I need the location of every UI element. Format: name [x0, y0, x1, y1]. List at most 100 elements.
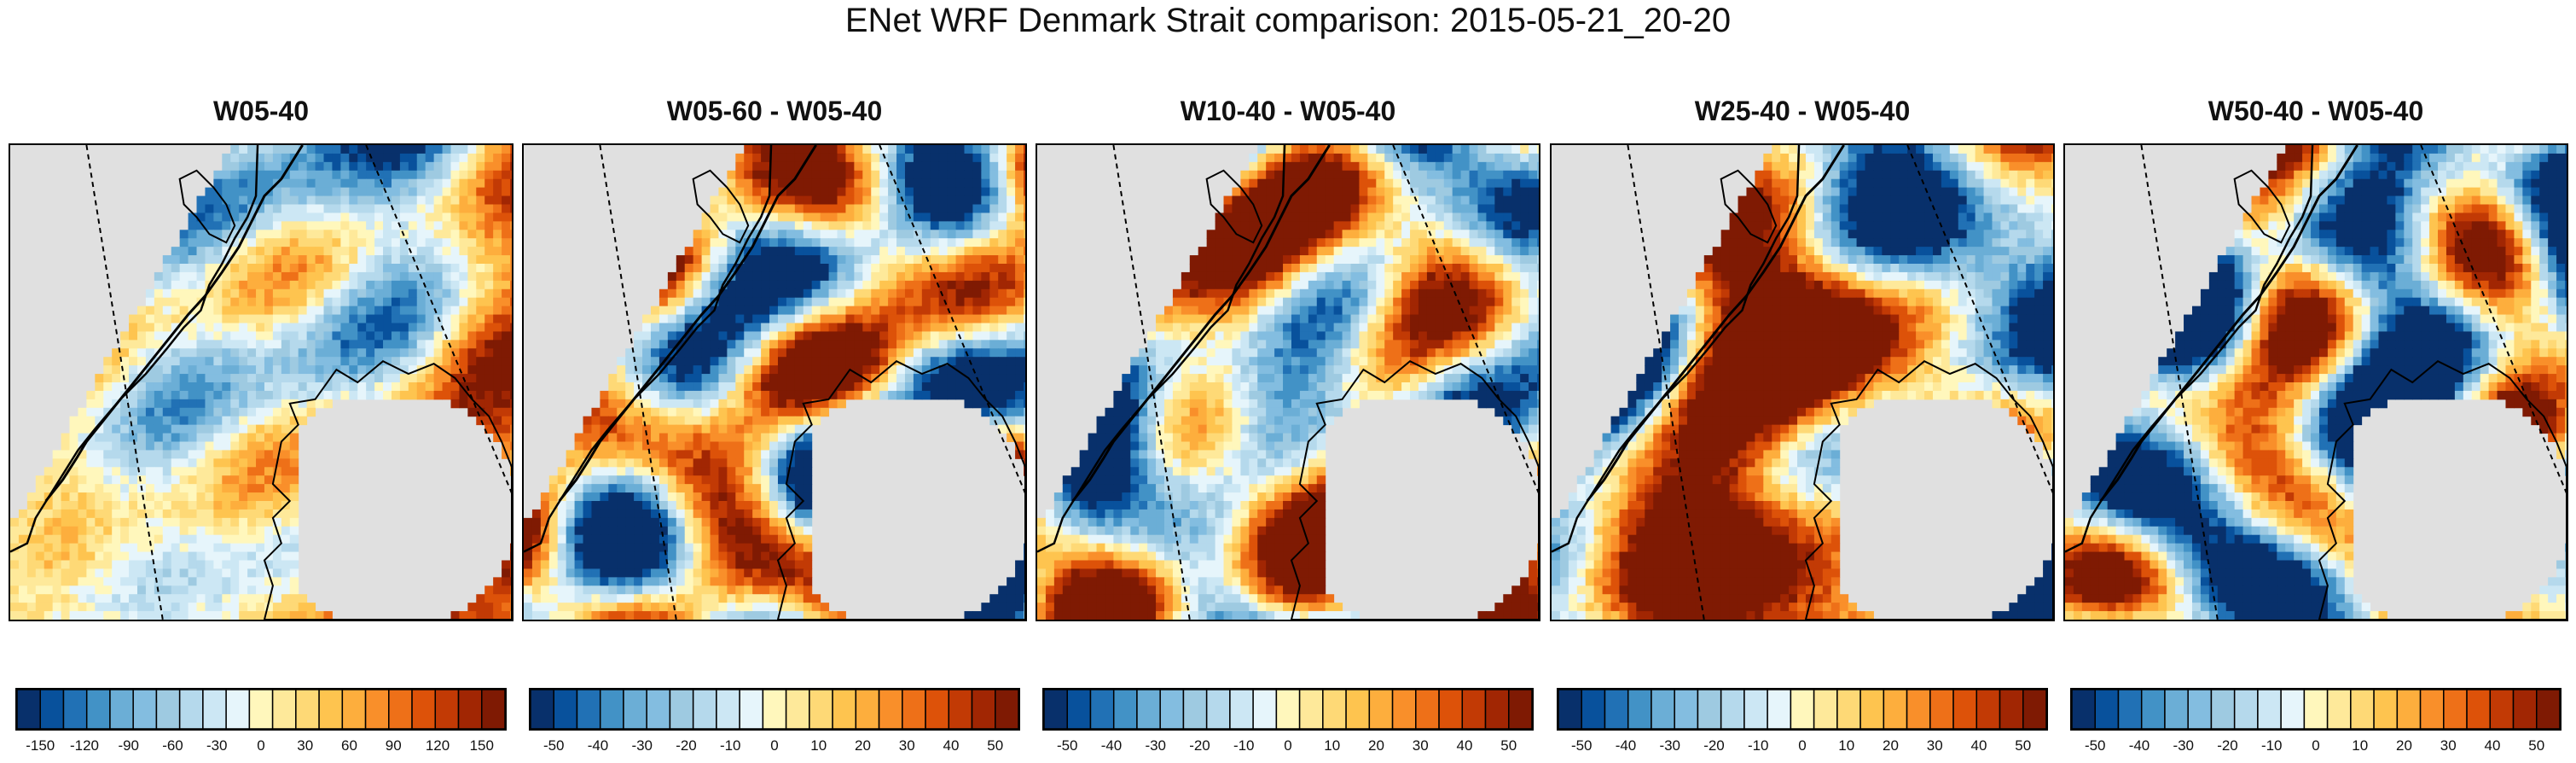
colorbar-tick-label: -20: [676, 737, 697, 754]
colorbar-swatch: [2326, 690, 2352, 729]
iceland-coastline: [1804, 360, 2053, 620]
colorbar-1: [15, 688, 507, 731]
colorbar-swatch: [1229, 690, 1254, 729]
colorbar-swatch: [739, 690, 764, 729]
colorbar-swatch: [1906, 690, 1931, 729]
colorbar-swatch: [1813, 690, 1838, 729]
iceland-coastline: [2318, 360, 2567, 620]
colorbar-tick-label: -50: [1056, 737, 1078, 754]
map-panel-5: [2063, 143, 2568, 621]
colorbar-swatch: [85, 690, 111, 729]
colorbar-swatch: [39, 690, 65, 729]
colorbar-swatch: [1066, 690, 1092, 729]
colorbar-tick-label: -40: [1100, 737, 1123, 754]
colorbar-swatch: [2233, 690, 2259, 729]
fjord-outline: [692, 169, 750, 244]
colorbar-swatch: [225, 690, 251, 729]
colorbar-swatch: [623, 690, 647, 729]
colorbar-swatch: [2257, 690, 2282, 729]
colorbar-swatch: [318, 690, 344, 729]
colorbar-swatch: [2280, 690, 2306, 729]
colorbar-swatch: [1275, 690, 1301, 729]
colorbar-swatch: [2140, 690, 2166, 729]
colorbar-swatch: [855, 690, 880, 729]
colorbar-tick-label: -10: [1233, 737, 1255, 754]
colorbar-swatch: [1929, 690, 1954, 729]
colorbar-tick-label: 0: [257, 737, 265, 754]
panel-title-4: W25-40 - W05-40: [1694, 96, 1911, 126]
colorbar-tick-label: -20: [1703, 737, 1725, 754]
colorbar-swatch: [809, 690, 833, 729]
colorbar-swatch: [2303, 690, 2329, 729]
colorbar-swatch: [202, 690, 227, 729]
colorbar-tick-label: 50: [2528, 737, 2545, 754]
colorbar-tick-label: -50: [542, 737, 565, 754]
colorbar-swatch: [948, 690, 973, 729]
colorbar-swatch: [1859, 690, 1885, 729]
colorbar-swatch: [2373, 690, 2399, 729]
colorbar-tick-label: 50: [2015, 737, 2032, 754]
colorbar-swatch: [248, 690, 274, 729]
iceland-coastline: [1290, 360, 1539, 620]
colorbar-swatch: [785, 690, 810, 729]
colorbar-swatch: [2512, 690, 2538, 729]
field-grid: [1037, 145, 1539, 620]
colorbar-swatch: [646, 690, 671, 729]
colorbar-tick-label: -20: [1189, 737, 1210, 754]
colorbar-tick-label: -50: [1570, 737, 1593, 754]
colorbar-tick-label: 40: [1456, 737, 1473, 754]
colorbar-tick-label: 0: [1284, 737, 1292, 754]
colorbar-tick-label: 40: [943, 737, 960, 754]
colorbar-tick-label: -30: [2173, 737, 2195, 754]
colorbar-swatch: [1604, 690, 1629, 729]
domain-boundary: [558, 145, 817, 502]
colorbar-swatch: [1368, 690, 1394, 729]
colorbar-swatch: [17, 690, 41, 729]
colorbar-swatch: [1438, 690, 1464, 729]
colorbar-swatch: [1790, 690, 1815, 729]
colorbar-tick-label: 90: [385, 737, 402, 754]
colorbar-tick-label: 30: [297, 737, 314, 754]
meridian-line: [2420, 145, 2567, 496]
colorbar-tick-label: -40: [587, 737, 609, 754]
colorbar-tick-label: -90: [118, 737, 140, 754]
colorbar-tick-label: -30: [1145, 737, 1167, 754]
colorbar-swatch: [2350, 690, 2375, 729]
colorbar-tick-label: -30: [631, 737, 653, 754]
colorbar-swatch: [1136, 690, 1161, 729]
colorbar-swatch: [1952, 690, 1978, 729]
colorbar-swatch: [2187, 690, 2213, 729]
colorbar-swatch: [1345, 690, 1371, 729]
iceland-coastline: [263, 360, 512, 620]
colorbar-swatch: [599, 690, 624, 729]
colorbar-swatch: [692, 690, 717, 729]
colorbar-swatch: [295, 690, 320, 729]
colorbar-swatch: [132, 690, 158, 729]
colorbar-tick-label: 0: [2312, 737, 2320, 754]
colorbar-tick-label: 10: [2352, 737, 2369, 754]
colorbar-tick-label: 10: [1838, 737, 1855, 754]
colorbar-swatch: [531, 690, 554, 729]
colorbar-tick-label: 40: [2484, 737, 2501, 754]
colorbar-tick-label: -50: [2084, 737, 2106, 754]
colorbar-swatch: [1767, 690, 1792, 729]
colorbar-swatch: [411, 690, 437, 729]
colorbar-swatch: [2117, 690, 2143, 729]
colorbar-tick-label: -10: [1747, 737, 1769, 754]
colorbar-swatch: [2536, 690, 2560, 729]
colorbar-swatch: [62, 690, 88, 729]
colorbar-tick-label: 0: [1798, 737, 1807, 754]
colorbar-tick-label: 10: [810, 737, 827, 754]
panel-title-1: W05-40: [212, 96, 310, 126]
colorbar-tick-label: 120: [425, 737, 450, 754]
colorbar-swatch: [2072, 690, 2096, 729]
meridian-line: [1906, 145, 2053, 496]
colorbar-tick-label: 10: [1324, 737, 1341, 754]
colorbar-tick-label: -10: [2260, 737, 2283, 754]
map-panel-1: [9, 143, 513, 621]
colorbar-swatch: [1720, 690, 1745, 729]
colorbar-tick-label: 30: [2440, 737, 2457, 754]
colorbar-swatch: [155, 690, 181, 729]
colorbar-tick-label: 30: [1412, 737, 1429, 754]
domain-boundary: [44, 145, 304, 502]
